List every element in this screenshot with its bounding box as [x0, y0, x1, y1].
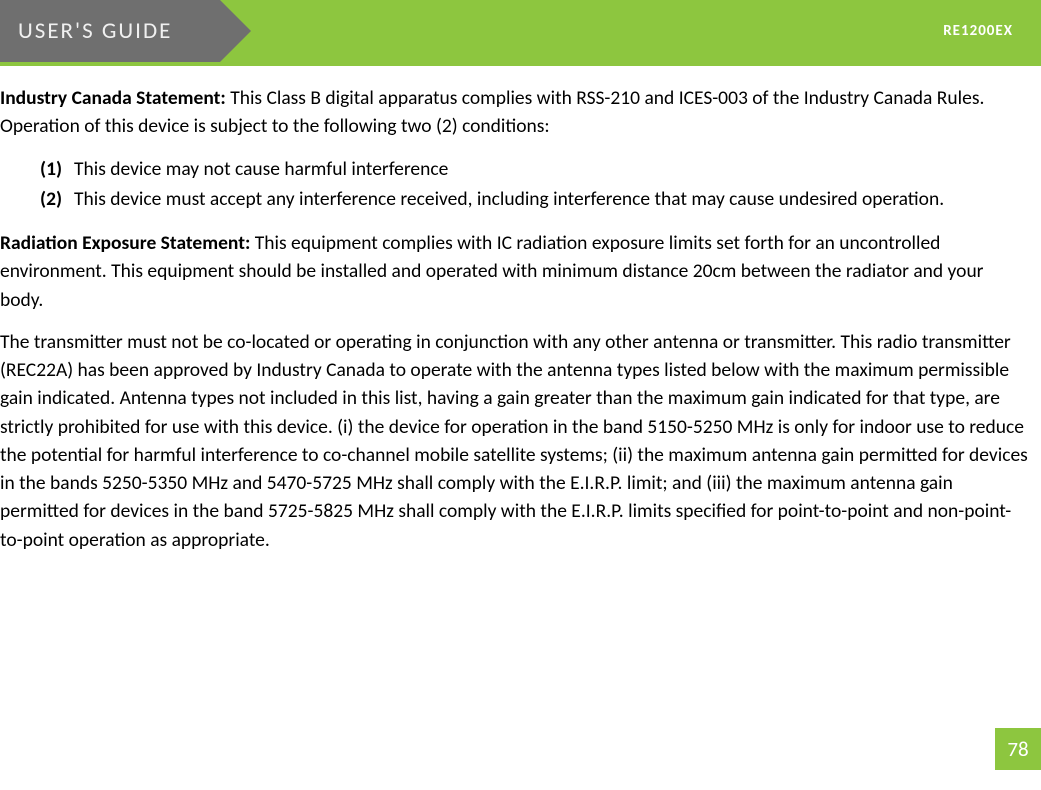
condition-text: This device must accept any interference…	[74, 185, 944, 213]
page-content: Industry Canada Statement: This Class B …	[0, 66, 1041, 554]
transmitter-statement: The transmitter must not be co-located o…	[0, 328, 1031, 554]
list-item: (2) This device must accept any interfer…	[40, 185, 1031, 213]
guide-title: USER'S GUIDE	[0, 0, 220, 62]
condition-number: (2)	[40, 185, 74, 213]
industry-canada-statement: Industry Canada Statement: This Class B …	[0, 84, 1031, 141]
page-number: 78	[995, 728, 1041, 770]
model-number: RE1200EX	[220, 0, 1041, 62]
radiation-exposure-statement: Radiation Exposure Statement: This equip…	[0, 229, 1031, 314]
conditions-list: (1) This device may not cause harmful in…	[0, 155, 1031, 214]
list-item: (1) This device may not cause harmful in…	[40, 155, 1031, 183]
header-bar: USER'S GUIDE RE1200EX	[0, 0, 1041, 62]
condition-text: This device may not cause harmful interf…	[74, 155, 448, 183]
industry-canada-label: Industry Canada Statement:	[0, 86, 226, 110]
condition-number: (1)	[40, 155, 74, 183]
radiation-exposure-label: Radiation Exposure Statement:	[0, 231, 250, 255]
